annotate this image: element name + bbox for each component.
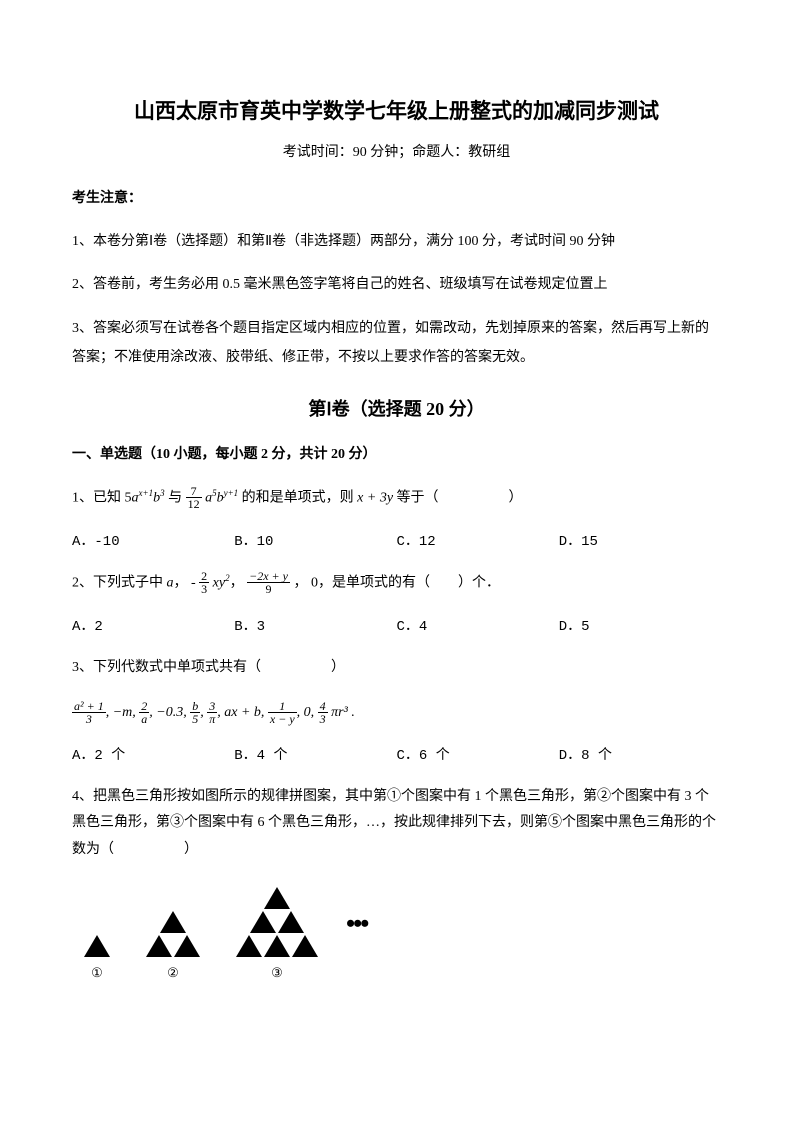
instruction-2: 2、答卷前，考生务必用 0.5 毫米黑色签字笔将自己的姓名、班级填写在试卷规定位… [72, 270, 721, 299]
q1-mid: 与 [165, 490, 183, 505]
q1-frac-den: 12 [186, 498, 202, 511]
triangle-icon [82, 933, 112, 959]
q3-f6d: 3 [318, 713, 328, 726]
q3-c4: , 0, [297, 705, 318, 720]
section1-header: 一、单选题（10 小题，每小题 2 分，共计 20 分） [72, 443, 721, 463]
q2-frac2: −2x + y9 [247, 570, 290, 596]
q2-c2: ， [230, 575, 248, 590]
q3-f2d: a [139, 713, 149, 726]
q1-var: x + 3y [357, 490, 393, 505]
q1-tail: 的和是单项式，则 [242, 490, 358, 505]
q3-c3: , ax + b, [217, 705, 268, 720]
pattern-1: ① [82, 933, 112, 981]
q2-options: A．2 B．3 C．4 D．5 [72, 615, 721, 635]
q1-sup1: x+1 [139, 488, 154, 498]
triangle-icon [234, 885, 320, 959]
question-4: 4、把黑色三角形按如图所示的规律拼图案，其中第①个图案中有 1 个黑色三角形，第… [72, 784, 721, 864]
q1-a1: a [132, 490, 139, 505]
q2-opt-b: B．3 [234, 615, 396, 635]
pattern-3: ③ [234, 885, 320, 981]
q1-tail2: 等于（ ） [393, 490, 523, 505]
instruction-1: 1、本卷分第Ⅰ卷（选择题）和第Ⅱ卷（非选择题）两部分，满分 100 分，考试时间… [72, 227, 721, 256]
q2-f1d: 3 [199, 583, 209, 596]
q2-c1: ， - [174, 575, 196, 590]
q1-frac: 712 [186, 485, 202, 511]
q3-f4n: 3 [207, 700, 217, 713]
q3-options: A．2 个 B．4 个 C．6 个 D．8 个 [72, 744, 721, 764]
question-3: 3、下列代数式中单项式共有（ ） [72, 655, 721, 682]
q3-f3n: b [190, 700, 200, 713]
q3-f1: a² + 13 [72, 700, 106, 726]
notice-header: 考生注意： [72, 187, 721, 207]
q1-opt-b: B．10 [234, 530, 396, 550]
q2-xy: xy [213, 575, 225, 590]
q3-f5: 1x − y [268, 700, 297, 726]
q3-f3d: 5 [190, 713, 200, 726]
q3-f4: 3π [207, 700, 217, 726]
q3-c1: , −0.3, [149, 705, 190, 720]
q3-f2n: 2 [139, 700, 149, 713]
pattern-2-label: ② [144, 965, 202, 981]
triangle-icon [144, 909, 202, 959]
page-title: 山西太原市育英中学数学七年级上册整式的加减同步测试 [72, 95, 721, 125]
q3-f1d: 3 [72, 713, 106, 726]
q2-prefix: 2、下列式子中 [72, 575, 167, 590]
q3-f5n: 1 [268, 700, 297, 713]
q2-opt-d: D．5 [559, 615, 721, 635]
q2-f2d: 9 [247, 583, 290, 596]
q3-c2: , [200, 705, 207, 720]
q2-frac1: 23 [199, 570, 209, 596]
q2-opt-c: C．4 [397, 615, 559, 635]
q3-f4d: π [207, 713, 217, 726]
ellipsis-icon: ••• [346, 909, 367, 939]
q3-opt-a: A．2 个 [72, 744, 234, 764]
q2-tail: ， 0，是单项式的有（ ）个． [293, 575, 500, 590]
page-subtitle: 考试时间：90 分钟；命题人：教研组 [72, 141, 721, 161]
question-2: 2、下列式子中 a， - 23 xy2， −2x + y9 ， 0，是单项式的有… [72, 570, 721, 597]
q3-f6n: 4 [318, 700, 328, 713]
pattern-3-label: ③ [234, 965, 320, 981]
q3-f6: 43 [318, 700, 328, 726]
q1-b2: b [217, 490, 224, 505]
part1-header: 第Ⅰ卷（选择题 20 分） [72, 395, 721, 421]
q1-sup4: y+1 [224, 488, 239, 498]
q3-f2: 2a [139, 700, 149, 726]
q1-opt-d: D．15 [559, 530, 721, 550]
triangle-patterns: ① ② ③ ••• [82, 885, 721, 981]
q3-tail: πr³ . [328, 705, 355, 720]
q1-options: A．-10 B．10 C．12 D．15 [72, 530, 721, 550]
q3-f5d: x − y [268, 713, 297, 726]
q3-math: a² + 13, −m, 2a, −0.3, b5, 3π, ax + b, 1… [72, 700, 721, 726]
q3-m: , −m, [106, 705, 140, 720]
q2-a: a [167, 575, 174, 590]
q1-prefix: 1、已知 5 [72, 490, 132, 505]
q1-opt-a: A．-10 [72, 530, 234, 550]
question-1: 1、已知 5ax+1b3 与 712 a5by+1 的和是单项式，则 x + 3… [72, 485, 721, 512]
q3-opt-d: D．8 个 [559, 744, 721, 764]
instruction-3: 3、答案必须写在试卷各个题目指定区域内相应的位置，如需改动，先划掉原来的答案，然… [72, 314, 721, 373]
q1-opt-c: C．12 [397, 530, 559, 550]
pattern-2: ② [144, 909, 202, 981]
q2-opt-a: A．2 [72, 615, 234, 635]
q3-opt-b: B．4 个 [234, 744, 396, 764]
pattern-1-label: ① [82, 965, 112, 981]
q3-opt-c: C．6 个 [397, 744, 559, 764]
q3-f1n: a² + 1 [72, 700, 106, 713]
q3-f3: b5 [190, 700, 200, 726]
